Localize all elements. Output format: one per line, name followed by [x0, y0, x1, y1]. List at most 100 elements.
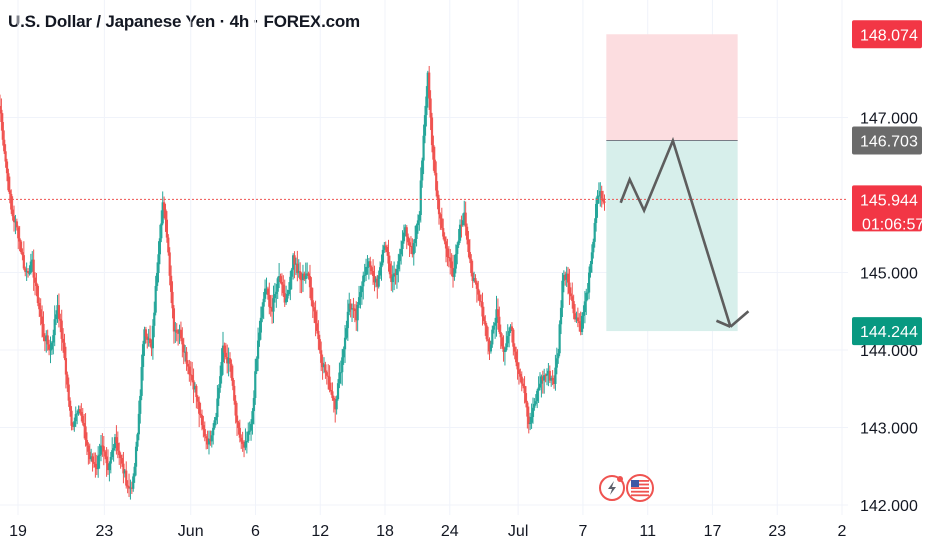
candle-body [437, 198, 441, 215]
candle-body [36, 285, 39, 303]
candle-body [509, 326, 512, 332]
candle-body [307, 273, 310, 276]
candle-body [178, 329, 181, 334]
candle-body [209, 438, 212, 442]
candle-body [141, 344, 145, 367]
candle-body [43, 336, 46, 342]
candle-body [115, 437, 118, 443]
candle-body [292, 255, 295, 270]
candle-body [442, 228, 445, 237]
candle-body [408, 242, 411, 246]
candle-body [22, 255, 25, 269]
candle-body [426, 72, 429, 97]
candle-body [479, 301, 483, 303]
candle-body [529, 422, 532, 425]
candle-body [435, 172, 438, 191]
candle-body [313, 307, 316, 312]
candle-body [450, 261, 453, 268]
candle-body [102, 446, 105, 452]
candle-body [310, 287, 313, 301]
candle-body [52, 335, 55, 343]
candle-body [40, 316, 44, 324]
candle-body [132, 476, 135, 489]
candle-body [311, 300, 314, 308]
candle-body [579, 323, 582, 332]
candle-body [418, 214, 421, 221]
candle-body [495, 309, 498, 323]
candle-body [242, 443, 246, 448]
candle-body [586, 292, 589, 294]
candle-body [544, 375, 547, 377]
candle-body [334, 400, 337, 410]
candle-body [120, 458, 124, 464]
candle-body [566, 273, 570, 283]
candle-body [5, 161, 9, 174]
candle-body [14, 221, 17, 223]
candle-body [188, 366, 191, 375]
candle-body [550, 377, 553, 381]
candle-body [432, 145, 435, 160]
candle-body [233, 385, 236, 401]
candle-body [485, 325, 488, 340]
candle-body [167, 237, 170, 253]
candle-body [534, 401, 537, 404]
candle-body [12, 216, 16, 223]
candle-body [561, 280, 564, 308]
candle-body [400, 248, 403, 255]
candle-body [206, 438, 209, 445]
price-tick-label: 145.000 [860, 266, 918, 283]
candle-body [216, 398, 219, 418]
candle-body [321, 362, 324, 368]
candle-body [585, 292, 588, 302]
candle-body [25, 271, 28, 273]
candle-body [390, 274, 393, 283]
candle-body [456, 245, 459, 255]
candle-body [301, 273, 305, 280]
candle-body [227, 358, 230, 364]
candle-body [541, 376, 544, 381]
candle-body [540, 376, 543, 384]
candle-body [510, 326, 514, 330]
price-tick-label: 147.000 [860, 111, 918, 128]
candle-body [272, 298, 275, 312]
candle-body [196, 397, 199, 402]
candle-body [146, 336, 149, 340]
candle-body [460, 224, 463, 226]
candle-body [551, 377, 554, 381]
candle-body [335, 398, 338, 410]
candle-body [543, 375, 546, 381]
candle-body [327, 375, 330, 377]
candle-body [461, 220, 464, 226]
candle-body [467, 239, 470, 253]
candle-body [320, 350, 323, 363]
candle-body [148, 338, 152, 344]
candle-body [360, 286, 363, 293]
candles [0, 65, 848, 500]
candle-body [244, 441, 247, 448]
candle-body [94, 463, 97, 468]
candle-body [440, 218, 443, 229]
candle-body [446, 248, 449, 257]
candle-body [205, 436, 208, 439]
candle-body [325, 372, 328, 376]
us-flag-icon[interactable] [626, 474, 654, 502]
candle-body [161, 202, 164, 224]
candle-body [571, 296, 574, 302]
candle-body [324, 364, 327, 373]
candle-body [32, 259, 35, 278]
candle-body [415, 225, 418, 239]
candle-body [436, 190, 439, 199]
chart-title: U.S. Dollar / Japanese Yen · 4h · FOREX.… [8, 12, 360, 31]
candle-body [464, 212, 467, 227]
lightning-event-icon[interactable] [599, 475, 625, 501]
candle-body [240, 437, 243, 442]
candle-body [46, 335, 49, 345]
candle-body [318, 339, 321, 351]
candle-body [47, 344, 51, 350]
candle-body [342, 349, 345, 358]
candle-body [137, 413, 140, 435]
flag-stripe [631, 483, 649, 486]
candle-body [557, 353, 560, 359]
time-tick-label: 2 [838, 523, 847, 540]
